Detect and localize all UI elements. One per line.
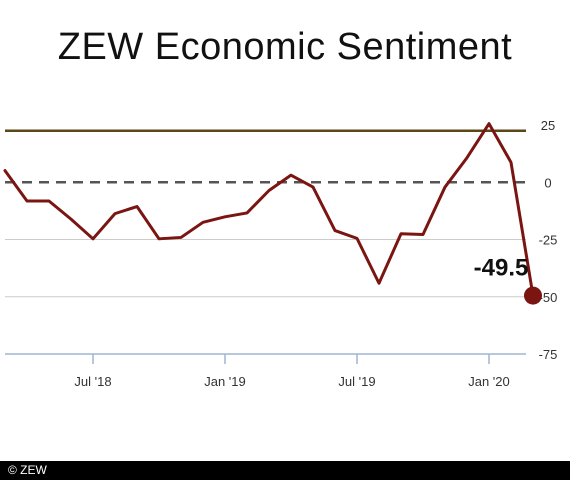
x-tick-label: Jul '19: [338, 374, 375, 389]
copyright-bar: © ZEW: [0, 461, 570, 480]
x-tick-label: Jan '20: [468, 374, 510, 389]
y-tick-label: -75: [539, 347, 558, 362]
y-tick-label: -50: [539, 290, 558, 305]
y-tick-label: -25: [539, 233, 558, 248]
x-tick-label: Jul '18: [74, 374, 111, 389]
x-tick-label: Jan '19: [204, 374, 246, 389]
y-tick-label: 0: [544, 175, 551, 190]
copyright-text: © ZEW: [8, 463, 47, 477]
value-callout: -49.5: [474, 255, 529, 282]
y-tick-label: 25: [541, 118, 555, 133]
chart-title: ZEW Economic Sentiment: [57, 26, 513, 68]
last-point-marker: [524, 286, 542, 305]
series-line: [3, 122, 535, 298]
